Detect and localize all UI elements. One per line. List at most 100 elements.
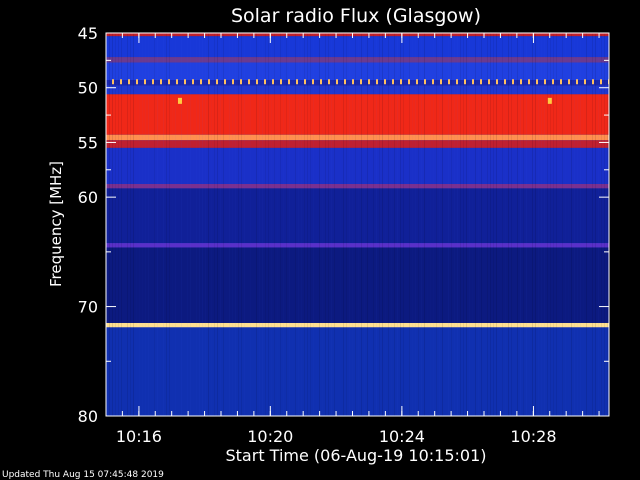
noise-texture — [109, 33, 608, 416]
texture-streak — [589, 33, 590, 416]
texture-streak — [205, 33, 206, 416]
interference-dot — [224, 79, 226, 85]
texture-streak — [313, 33, 314, 416]
texture-streak — [256, 33, 257, 416]
texture-streak — [259, 33, 260, 416]
texture-streak — [424, 33, 425, 416]
texture-streak — [250, 33, 251, 416]
texture-streak — [331, 33, 332, 416]
texture-streak — [580, 33, 581, 416]
texture-streak — [190, 33, 191, 416]
interference-dot — [400, 79, 402, 85]
interference-dot — [320, 79, 322, 85]
texture-streak — [286, 33, 287, 416]
interference-dot — [512, 79, 514, 85]
frequency-band-5 — [106, 85, 609, 95]
texture-streak — [364, 33, 365, 416]
texture-streak — [568, 33, 569, 416]
texture-streak — [130, 33, 131, 416]
frequency-band-15 — [106, 327, 609, 416]
interference-dot — [576, 79, 578, 85]
interference-dot — [144, 79, 146, 85]
texture-streak — [346, 33, 347, 416]
interference-dot — [584, 79, 586, 85]
interference-dot — [336, 79, 338, 85]
interference-dot — [240, 79, 242, 85]
interference-dot — [208, 79, 210, 85]
texture-streak — [163, 33, 164, 416]
texture-streak — [472, 33, 473, 416]
texture-streak — [379, 33, 380, 416]
interference-dot — [560, 79, 562, 85]
texture-streak — [574, 33, 575, 416]
texture-streak — [247, 33, 248, 416]
texture-streak — [352, 33, 353, 416]
texture-streak — [559, 33, 560, 416]
texture-streak — [274, 33, 275, 416]
frequency-band-6 — [106, 94, 609, 135]
texture-streak — [427, 33, 428, 416]
interference-dot — [136, 79, 138, 85]
texture-streak — [493, 33, 494, 416]
texture-streak — [541, 33, 542, 416]
texture-streak — [523, 33, 524, 416]
texture-streak — [271, 33, 272, 416]
texture-streak — [142, 33, 143, 416]
interference-dot — [432, 79, 434, 85]
y-axis: 45 50 55 60 70 80 — [78, 24, 609, 426]
y-tick-label: 55 — [78, 133, 98, 152]
texture-streak — [499, 33, 500, 416]
texture-streak — [232, 33, 233, 416]
interference-dot — [416, 79, 418, 85]
texture-streak — [538, 33, 539, 416]
texture-streak — [583, 33, 584, 416]
texture-streak — [289, 33, 290, 416]
texture-streak — [127, 33, 128, 416]
texture-streak — [409, 33, 410, 416]
texture-streak — [349, 33, 350, 416]
texture-streak — [118, 33, 119, 416]
texture-streak — [220, 33, 221, 416]
interference-dot — [280, 79, 282, 85]
texture-streak — [562, 33, 563, 416]
x-tick-label: 10:20 — [247, 427, 293, 446]
interference-dot — [472, 79, 474, 85]
interference-dot — [384, 79, 386, 85]
texture-streak — [412, 33, 413, 416]
texture-streak — [157, 33, 158, 416]
interference-dot — [568, 79, 570, 85]
interference-dot — [504, 79, 506, 85]
texture-streak — [160, 33, 161, 416]
texture-streak — [454, 33, 455, 416]
interference-dot — [264, 79, 266, 85]
texture-streak — [529, 33, 530, 416]
x-axis-label: Start Time (06-Aug-19 10:15:01) — [226, 446, 487, 465]
texture-streak — [343, 33, 344, 416]
texture-streak — [277, 33, 278, 416]
texture-streak — [397, 33, 398, 416]
texture-streak — [211, 33, 212, 416]
radio-burst-1 — [547, 97, 552, 104]
texture-streak — [208, 33, 209, 416]
interference-dot — [368, 79, 370, 85]
texture-streak — [121, 33, 122, 416]
texture-streak — [241, 33, 242, 416]
texture-streak — [358, 33, 359, 416]
texture-streak — [418, 33, 419, 416]
interference-dot — [176, 79, 178, 85]
interference-dot — [488, 79, 490, 85]
y-axis-label: Frequency [MHz] — [47, 161, 65, 287]
texture-streak — [298, 33, 299, 416]
texture-streak — [400, 33, 401, 416]
y-tick-label: 50 — [78, 79, 98, 98]
texture-streak — [169, 33, 170, 416]
texture-streak — [337, 33, 338, 416]
texture-streak — [238, 33, 239, 416]
texture-streak — [133, 33, 134, 416]
frequency-band-4 — [106, 80, 609, 86]
texture-streak — [571, 33, 572, 416]
interference-dot — [232, 79, 234, 85]
texture-streak — [148, 33, 149, 416]
interference-dot — [600, 79, 602, 85]
texture-streak — [151, 33, 152, 416]
